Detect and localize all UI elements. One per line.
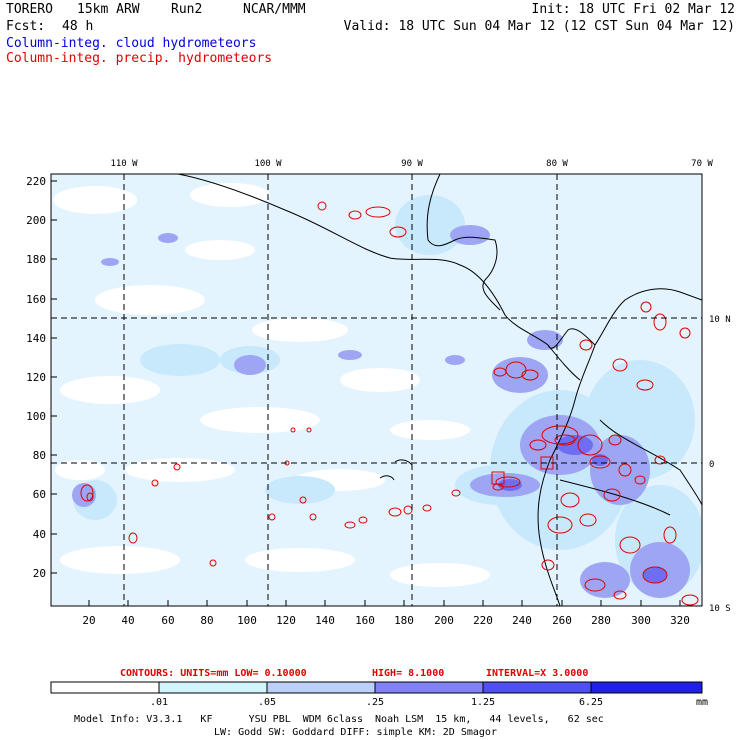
- valid-time: Valid: 18 UTC Sun 04 Mar 12 (12 CST Sun …: [343, 19, 735, 34]
- x-tick-label: 240: [512, 614, 532, 627]
- lat-label: 10 N: [709, 315, 731, 325]
- x-tick-label: 80: [200, 614, 213, 627]
- y-tick-label: 100: [26, 410, 46, 423]
- field-legend-precip: Column-integ. precip. hydrometeors: [6, 51, 273, 66]
- init-time: Init: 18 UTC Fri 02 Mar 12: [531, 2, 736, 17]
- x-tick-label: 20: [82, 614, 95, 627]
- fcst-value: 48 h: [62, 19, 94, 34]
- x-tick-label: 220: [473, 614, 493, 627]
- model-name: TORERO: [6, 2, 53, 17]
- x-tick-label: 100: [237, 614, 257, 627]
- frame-ticks: [51, 180, 681, 606]
- lat-labels: 10 N 0 10 S: [709, 315, 731, 614]
- x-tick-label: 260: [552, 614, 572, 627]
- y-tick-label: 40: [33, 528, 46, 541]
- x-tick-label: 280: [591, 614, 611, 627]
- x-tick-label: 120: [276, 614, 296, 627]
- x-axis-labels: 20 40 60 80 100 120 140 160 180 200 220 …: [82, 614, 690, 627]
- map-frame: [50, 173, 703, 607]
- colorbar-swatch: [375, 682, 483, 693]
- y-tick-label: 180: [26, 253, 46, 266]
- colorbar-swatch: [159, 682, 267, 693]
- colorbar-swatch: [267, 682, 375, 693]
- model-resolution: 15km ARW: [77, 2, 140, 17]
- y-tick-label: 140: [26, 332, 46, 345]
- contour-units: CONTOURS: UNITS=mm LOW= 0.10000: [120, 668, 307, 679]
- x-tick-label: 60: [161, 614, 174, 627]
- y-tick-label: 220: [26, 175, 46, 188]
- x-tick-label: 200: [434, 614, 454, 627]
- field-legend-cloud: Column-integ. cloud hydrometeors: [6, 36, 257, 51]
- x-tick-label: 40: [121, 614, 134, 627]
- y-axis-labels: 220 200 180 160 140 120 100 80 60 40 20: [26, 175, 46, 580]
- coastlines: [177, 174, 702, 606]
- y-tick-label: 160: [26, 293, 46, 306]
- colorbar-swatch: [483, 682, 591, 693]
- cloud-hydrometeor-field: [51, 174, 702, 606]
- colorbar-label: 1.25: [471, 697, 495, 708]
- y-tick-label: 20: [33, 567, 46, 580]
- precip-contours: [80, 201, 699, 606]
- fcst-label: Fcst:: [6, 19, 46, 34]
- lon-label: 70 W: [691, 159, 713, 169]
- colorbar-swatch: [591, 682, 702, 693]
- model-info-line2: LW: Godd SW: Goddard DIFF: simple KM: 2D…: [214, 727, 497, 738]
- run-label: Run2: [171, 2, 203, 17]
- footer: Model Info: V3.3.1 KF YSU PBL WDM 6class…: [74, 714, 604, 738]
- y-tick-label: 60: [33, 488, 46, 501]
- y-tick-label: 120: [26, 371, 46, 384]
- colorbar-label: .01: [150, 697, 168, 708]
- lat-lon-grid: [51, 174, 702, 606]
- x-tick-label: 300: [631, 614, 651, 627]
- colorbar-unit: mm: [696, 697, 708, 708]
- colorbar-swatch: [51, 682, 159, 693]
- colorbar-label: 6.25: [579, 697, 603, 708]
- institution: NCAR/MMM: [243, 2, 306, 17]
- x-tick-label: 320: [670, 614, 690, 627]
- contour-info: CONTOURS: UNITS=mm LOW= 0.10000 HIGH= 8.…: [120, 668, 588, 679]
- x-tick-label: 180: [394, 614, 414, 627]
- colorbar-labels: .01 .05 .25 1.25 6.25 mm: [150, 697, 708, 708]
- model-info-line1: Model Info: V3.3.1 KF YSU PBL WDM 6class…: [74, 714, 604, 725]
- contour-high: HIGH= 8.1000: [372, 668, 444, 679]
- lat-label: 10 S: [709, 604, 731, 614]
- y-tick-label: 200: [26, 214, 46, 227]
- x-tick-label: 140: [315, 614, 335, 627]
- contour-interval: INTERVAL=X 3.0000: [486, 668, 588, 679]
- colorbar-label: .25: [366, 697, 384, 708]
- colorbar: [50, 681, 703, 694]
- y-tick-label: 80: [33, 449, 46, 462]
- lon-label: 90 W: [401, 159, 423, 169]
- lon-labels: 110 W 100 W 90 W 80 W 70 W: [110, 159, 713, 169]
- lon-label: 80 W: [546, 159, 568, 169]
- lat-label: 0: [709, 460, 714, 470]
- colorbar-label: .05: [258, 697, 276, 708]
- x-tick-label: 160: [355, 614, 375, 627]
- lon-label: 100 W: [254, 159, 282, 169]
- lon-label: 110 W: [110, 159, 138, 169]
